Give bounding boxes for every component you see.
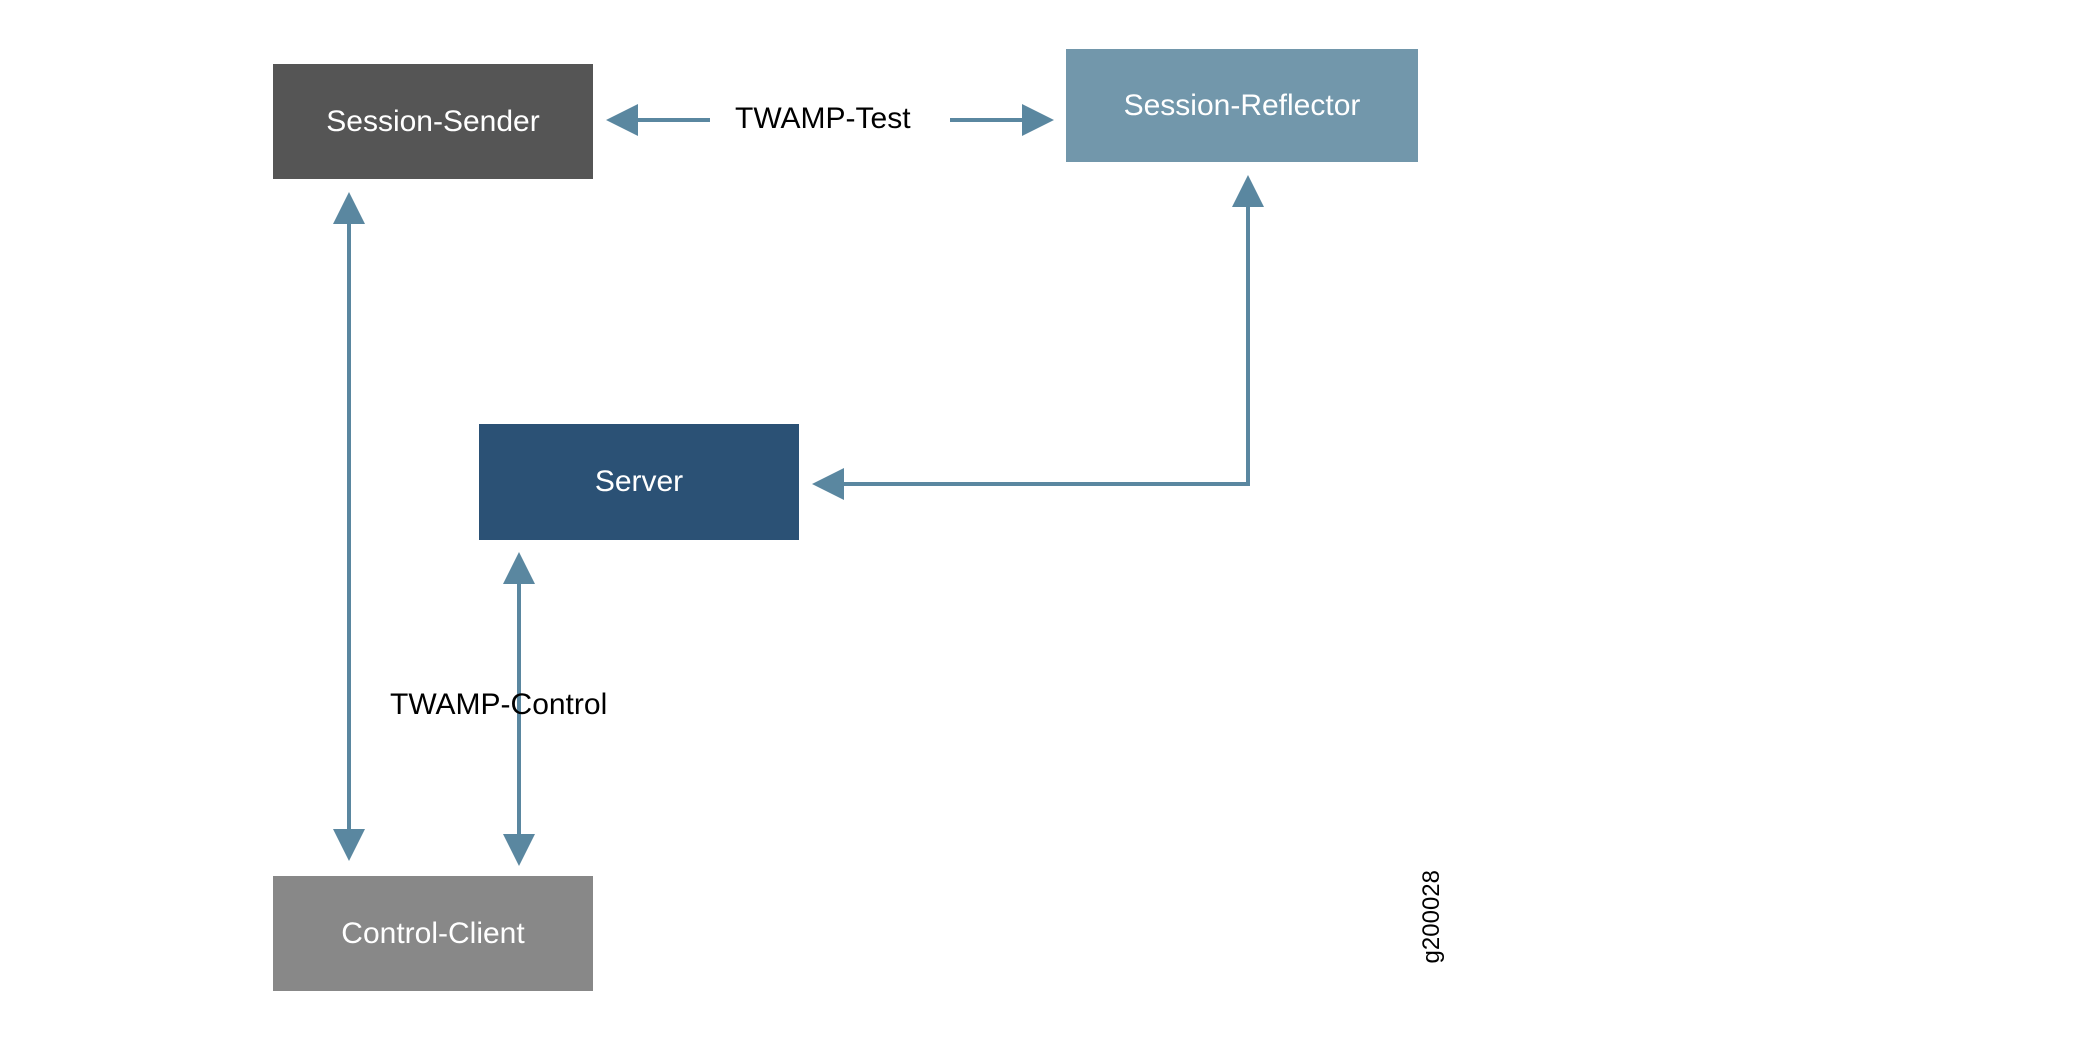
node-label: Server [595,465,683,499]
node-label: Session-Reflector [1124,89,1361,123]
node-session-reflector: Session-Reflector [1066,49,1418,162]
node-control-client: Control-Client [273,876,593,991]
edge-label-twamp-test: TWAMP-Test [735,102,911,136]
edge-reflector-server [820,183,1248,484]
image-id: g200028 [1418,870,1446,963]
node-label: Session-Sender [326,105,539,139]
node-server: Server [479,424,799,540]
twamp-diagram: Session-Sender Session-Reflector Server … [0,0,2100,1040]
node-label: Control-Client [341,917,524,951]
node-session-sender: Session-Sender [273,64,593,179]
edge-label-twamp-control: TWAMP-Control [390,688,607,722]
